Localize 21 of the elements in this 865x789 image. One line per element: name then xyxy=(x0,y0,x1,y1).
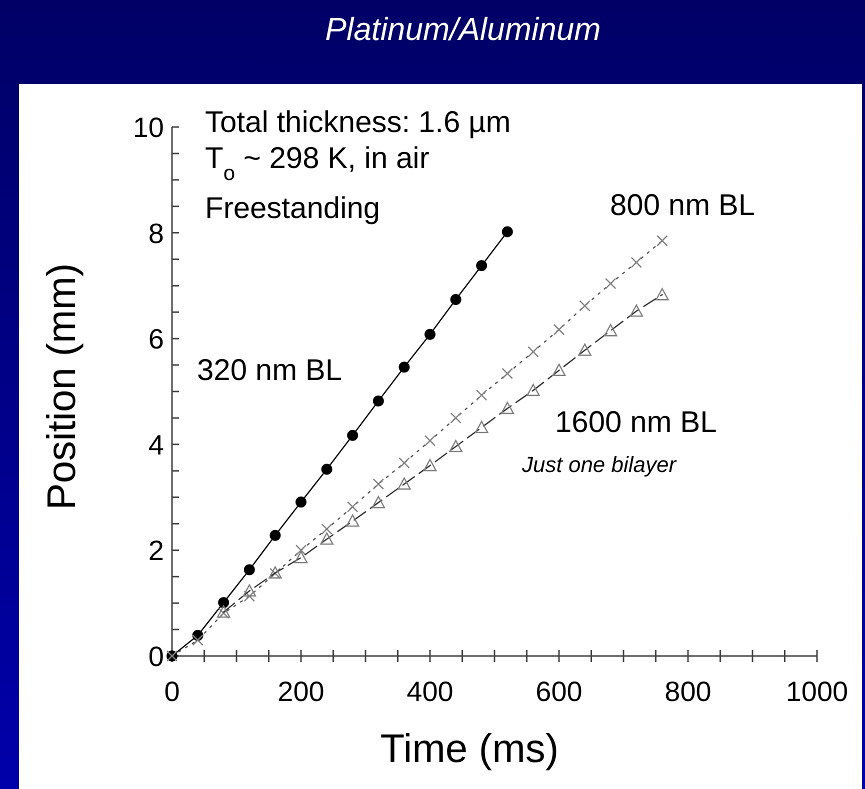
y-tick-label: 8 xyxy=(148,218,164,249)
y-tick-label: 10 xyxy=(132,112,164,143)
x-axis-title: Time (ms) xyxy=(380,727,559,771)
annotation: Just one bilayer xyxy=(521,452,678,477)
series-label: 320 nm BL xyxy=(197,354,342,387)
x-tick-label: 600 xyxy=(536,676,582,707)
x-tick-label: 400 xyxy=(406,676,454,707)
y-axis-title: Position (mm) xyxy=(40,263,84,510)
y-tick-label: 2 xyxy=(148,535,164,566)
annotation: T$_{o}$ ~ 298 K, in air xyxy=(205,142,430,184)
x-tick-label: 1000 xyxy=(786,676,848,707)
y-tick-label: 6 xyxy=(148,324,164,355)
series-label: 1600 nm BL xyxy=(555,406,717,439)
y-tick-label: 4 xyxy=(148,429,164,460)
x-tick-label: 200 xyxy=(278,676,324,707)
annotation: Freestanding xyxy=(205,192,380,225)
chart-title: Platinum/Aluminum xyxy=(325,11,601,47)
annotation: Total thickness: 1.6 µm xyxy=(205,106,511,139)
x-tick-label: 800 xyxy=(664,676,712,707)
y-tick-label: 0 xyxy=(148,641,164,672)
series-label: 800 nm BL xyxy=(610,189,756,222)
